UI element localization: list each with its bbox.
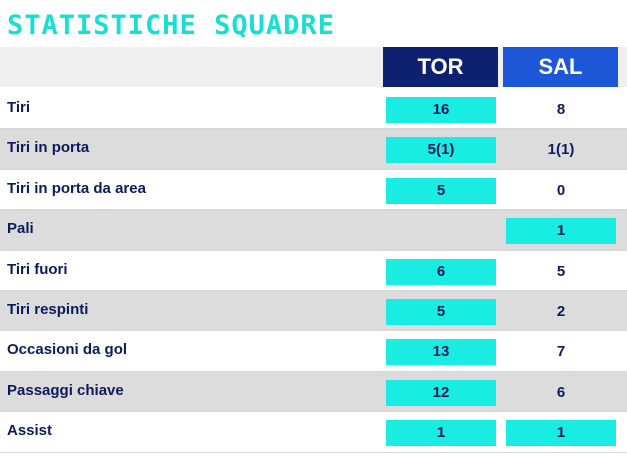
away-value: 7 — [556, 343, 566, 361]
stat-label: Assist — [7, 422, 53, 440]
away-value: 5 — [556, 262, 566, 280]
away-value: 1(1) — [547, 141, 575, 159]
table-row: Tiri fuori 6 5 — [0, 250, 627, 291]
away-team-header: SAL — [503, 47, 618, 87]
stat-label: Passaggi chiave — [7, 381, 124, 399]
away-value: 0 — [556, 181, 566, 199]
home-value: 16 — [386, 97, 496, 123]
home-value: 5 — [386, 298, 496, 325]
home-value: 5(1) — [386, 137, 496, 164]
home-value: 13 — [386, 339, 496, 366]
stats-table: Tiri 16 8 Tiri in porta 5(1) 1(1) Tiri i… — [0, 89, 627, 453]
table-row: Assist 1 1 — [0, 412, 627, 453]
stat-label: Tiri fuori — [7, 260, 68, 278]
home-value — [386, 218, 496, 244]
away-value: 1 — [506, 420, 616, 447]
table-row: Tiri respinti 5 2 — [0, 290, 627, 332]
stat-label: Tiri respinti — [7, 300, 89, 318]
home-value: 5 — [386, 177, 496, 204]
table-row: Pali 1 — [0, 210, 627, 251]
table-row: Occasioni da gol 13 7 — [0, 331, 627, 372]
home-team-header: TOR — [383, 47, 498, 87]
stat-label: Tiri — [7, 99, 31, 116]
table-row: Tiri in porta da area 5 0 — [0, 169, 627, 211]
home-value: 1 — [386, 420, 496, 447]
table-row: Tiri in porta 5(1) 1(1) — [0, 129, 627, 170]
away-value: 8 — [556, 101, 566, 118]
table-row: Passaggi chiave 12 6 — [0, 371, 627, 413]
away-value: 2 — [556, 302, 566, 320]
page-title: STATISTICHE SQUADRE — [7, 10, 335, 41]
away-value: 6 — [556, 383, 566, 401]
stat-label: Occasioni da gol — [7, 341, 128, 359]
away-value: 1 — [506, 218, 616, 245]
stat-label: Tiri in porta da area — [7, 179, 146, 197]
table-row: Tiri 16 8 — [0, 89, 627, 130]
stat-label: Pali — [7, 220, 34, 238]
home-value: 6 — [386, 258, 496, 285]
stat-label: Tiri in porta — [7, 139, 90, 157]
home-value: 12 — [386, 379, 496, 406]
